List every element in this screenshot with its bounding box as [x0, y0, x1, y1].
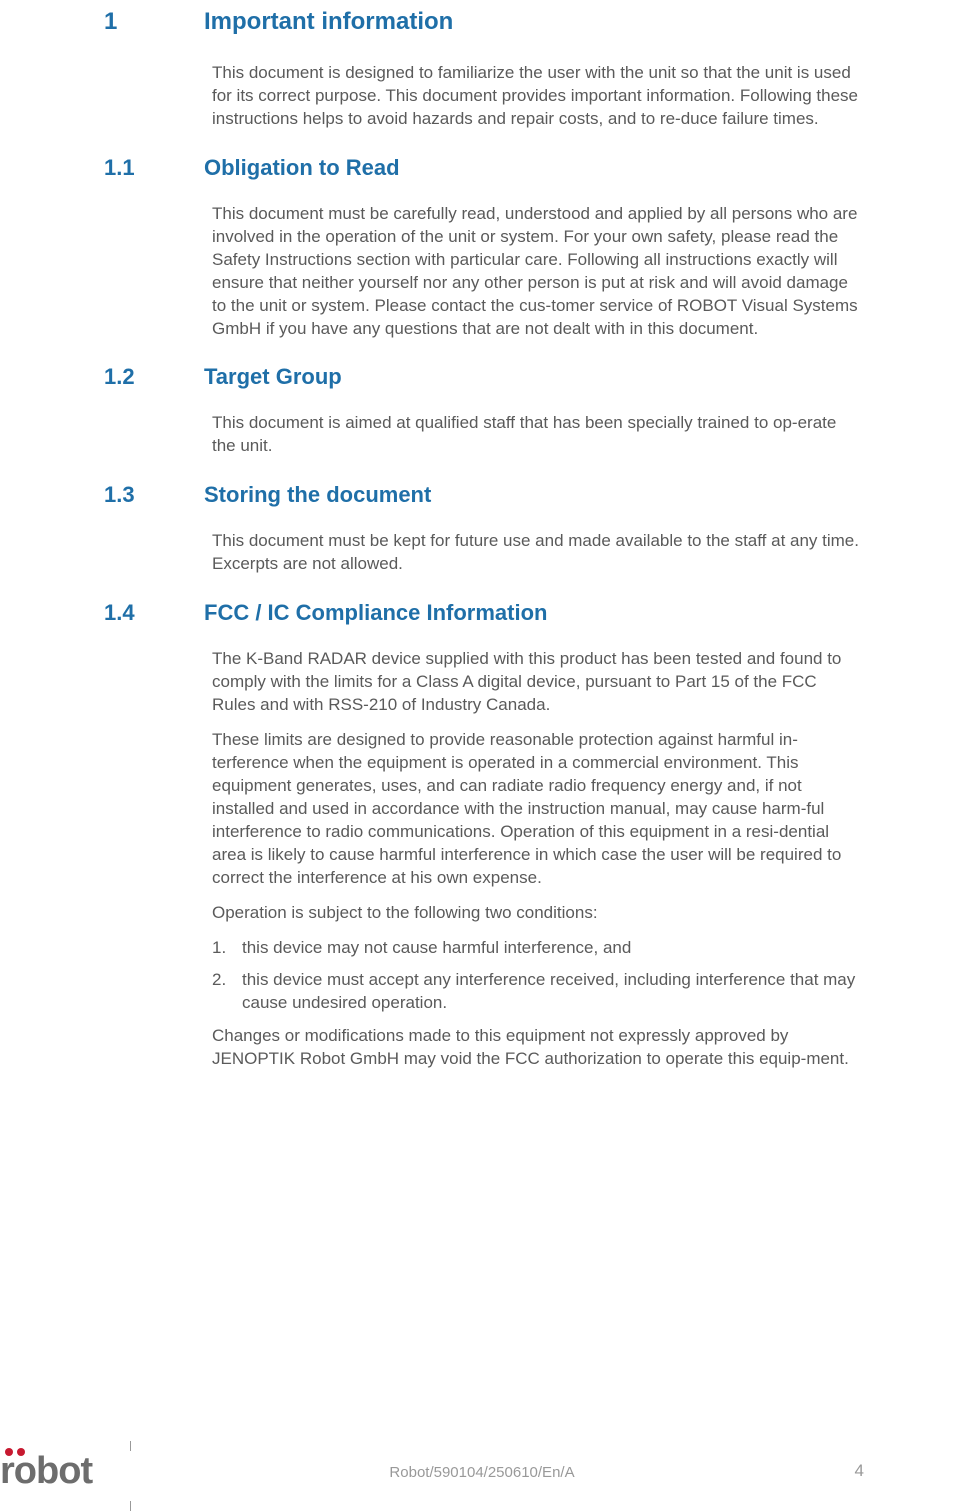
section-title: Target Group [204, 364, 342, 389]
body-paragraph: This document must be kept for future us… [212, 530, 864, 576]
section-title: Obligation to Read [204, 155, 400, 180]
section-number: 1.1 [104, 155, 204, 181]
heading-section-1-3: 1.3Storing the document [104, 482, 864, 508]
section-title: FCC / IC Compliance Information [204, 600, 547, 625]
footer-document-id: Robot/590104/250610/En/A [389, 1464, 574, 1481]
logo: robot [0, 1450, 92, 1493]
heading-section-1-1: 1.1Obligation to Read [104, 155, 864, 181]
section-number: 1.4 [104, 600, 204, 626]
section-number: 1 [104, 8, 204, 36]
numbered-list-item: 1. this device may not cause harmful int… [212, 937, 864, 960]
section-number: 1.2 [104, 364, 204, 390]
footer-tick-mark [130, 1441, 131, 1451]
body-paragraph: This document must be carefully read, un… [212, 203, 864, 341]
body-paragraph: These limits are designed to provide rea… [212, 729, 864, 890]
body-paragraph: This document is aimed at qualified staf… [212, 412, 864, 458]
heading-section-1: 1Important information [104, 8, 864, 36]
section-title: Storing the document [204, 482, 431, 507]
body-paragraph: The K-Band RADAR device supplied with th… [212, 648, 864, 717]
section-title: Important information [204, 8, 453, 35]
heading-section-1-4: 1.4FCC / IC Compliance Information [104, 600, 864, 626]
page-number: 4 [855, 1461, 864, 1481]
logo-text: robot [0, 1450, 92, 1493]
document-content: 1Important information This document is … [0, 0, 964, 1071]
numbered-list-item: 2. this device must accept any interfere… [212, 969, 864, 1015]
list-number: 2. [212, 969, 242, 1015]
list-content: this device may not cause harmful interf… [242, 937, 864, 960]
footer-tick-mark [130, 1501, 131, 1511]
body-paragraph: This document is designed to familiarize… [212, 62, 864, 131]
list-number: 1. [212, 937, 242, 960]
heading-section-1-2: 1.2Target Group [104, 364, 864, 390]
list-content: this device must accept any interference… [242, 969, 864, 1015]
body-paragraph: Operation is subject to the following tw… [212, 902, 864, 925]
section-number: 1.3 [104, 482, 204, 508]
body-paragraph: Changes or modifications made to this eq… [212, 1025, 864, 1071]
page-footer: robot Robot/590104/250610/En/A 4 [0, 1421, 964, 1511]
